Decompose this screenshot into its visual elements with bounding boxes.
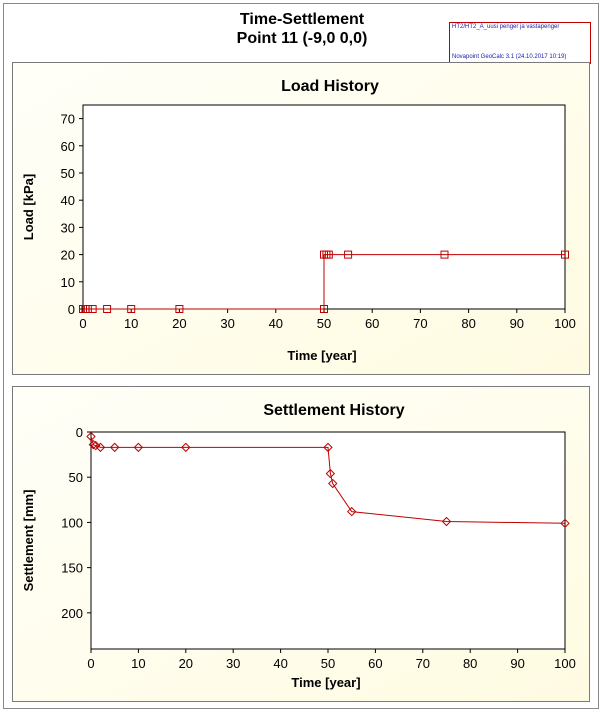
y-tick-label: 70	[61, 112, 75, 127]
x-tick-label: 80	[463, 656, 477, 671]
x-tick-label: 0	[87, 656, 94, 671]
data-point	[181, 442, 191, 453]
y-tick-label: 10	[61, 275, 75, 290]
main-title-line1: Time-Settlement	[239, 11, 365, 28]
x-tick-label: 100	[554, 316, 576, 331]
data-point	[175, 305, 184, 313]
data-point	[325, 468, 336, 479]
x-axis-label: Time [year]	[291, 675, 360, 690]
x-tick-label: 10	[131, 656, 145, 671]
data-point	[324, 250, 333, 259]
load-history-chart: Load History 0 10 20 30 40 50 60 70 80 90 100 0 10 20 3…	[21, 78, 576, 363]
settlement-history-panel: Settlement History 0 10 20 30 40 50 60 70 80 90 100…	[12, 386, 590, 702]
x-tick-label: 30	[220, 316, 234, 331]
x-tick-label: 70	[416, 656, 430, 671]
y-tick-label: 0	[76, 425, 83, 440]
data-point	[560, 518, 570, 529]
x-tick-label: 30	[226, 656, 240, 671]
x-tick-label: 10	[124, 316, 138, 331]
data-point	[323, 442, 333, 453]
x-tick-label: 90	[510, 656, 524, 671]
y-tick-label: 20	[61, 248, 75, 263]
data-point	[109, 442, 120, 453]
x-axis-label: Time [year]	[287, 348, 356, 363]
y-tick-label: 40	[61, 193, 75, 208]
x-tick-label: 90	[510, 316, 524, 331]
x-tick-label: 80	[461, 316, 475, 331]
data-point	[320, 305, 328, 313]
chart-title: Settlement History	[263, 402, 404, 419]
y-tick-label: 200	[61, 606, 83, 621]
data-point	[441, 516, 452, 527]
data-point	[83, 305, 92, 313]
plot-area	[90, 431, 566, 650]
data-point	[103, 305, 112, 313]
main-title-line2: Point 11 (-9,0 0,0)	[236, 30, 368, 47]
data-point	[344, 250, 353, 259]
x-tick-label: 60	[368, 656, 382, 671]
data-point	[440, 250, 449, 259]
x-tick-label: 0	[79, 316, 86, 331]
main-title: Time-Settlement Point 11 (-9,0 0,0)	[0, 10, 604, 48]
x-tick-label: 70	[413, 316, 427, 331]
data-point	[86, 431, 96, 442]
y-axis-label: Load [kPa]	[21, 174, 36, 240]
chart-title: Load History	[281, 78, 379, 95]
settlement-history-chart: Settlement History 0 10 20 30 40 50 60 70 80 90 100…	[21, 402, 576, 690]
data-point	[127, 305, 136, 313]
stamp-line2: Novapoint GeoCalc 3.1 (24.10.2017 10:19)	[452, 54, 567, 60]
project-stamp: HT2/HT2_A_uusi penger ja vastapenger Nov…	[449, 22, 591, 64]
x-tick-label: 20	[172, 316, 186, 331]
data-point	[88, 439, 99, 450]
y-tick-label: 50	[61, 166, 75, 181]
stamp-line1: HT2/HT2_A_uusi penger ja vastapenger	[452, 24, 560, 30]
y-tick-label: 30	[61, 220, 75, 235]
data-point	[91, 440, 101, 451]
data-point	[95, 442, 106, 453]
y-axis-label: Settlement [mm]	[21, 490, 36, 592]
y-tick-label: 50	[69, 470, 83, 485]
x-tick-label: 20	[179, 656, 193, 671]
y-tick-label: 150	[61, 561, 83, 576]
x-tick-label: 50	[317, 316, 331, 331]
x-tick-label: 40	[273, 656, 287, 671]
data-point	[561, 250, 569, 259]
data-point	[133, 442, 144, 453]
series-line	[90, 436, 566, 524]
x-tick-label: 100	[554, 656, 576, 671]
y-tick-label: 60	[61, 139, 75, 154]
data-point	[88, 305, 97, 313]
x-tick-label: 50	[321, 656, 335, 671]
data-point	[328, 478, 338, 489]
x-tick-label: 60	[365, 316, 379, 331]
y-tick-label: 0	[68, 302, 75, 317]
data-point	[346, 506, 357, 517]
y-tick-label: 100	[61, 515, 83, 530]
x-tick-label: 40	[269, 316, 283, 331]
load-history-panel: Load History 0 10 20 30 40 50 60 70 80 90 100 0 10 20 3…	[12, 62, 590, 375]
